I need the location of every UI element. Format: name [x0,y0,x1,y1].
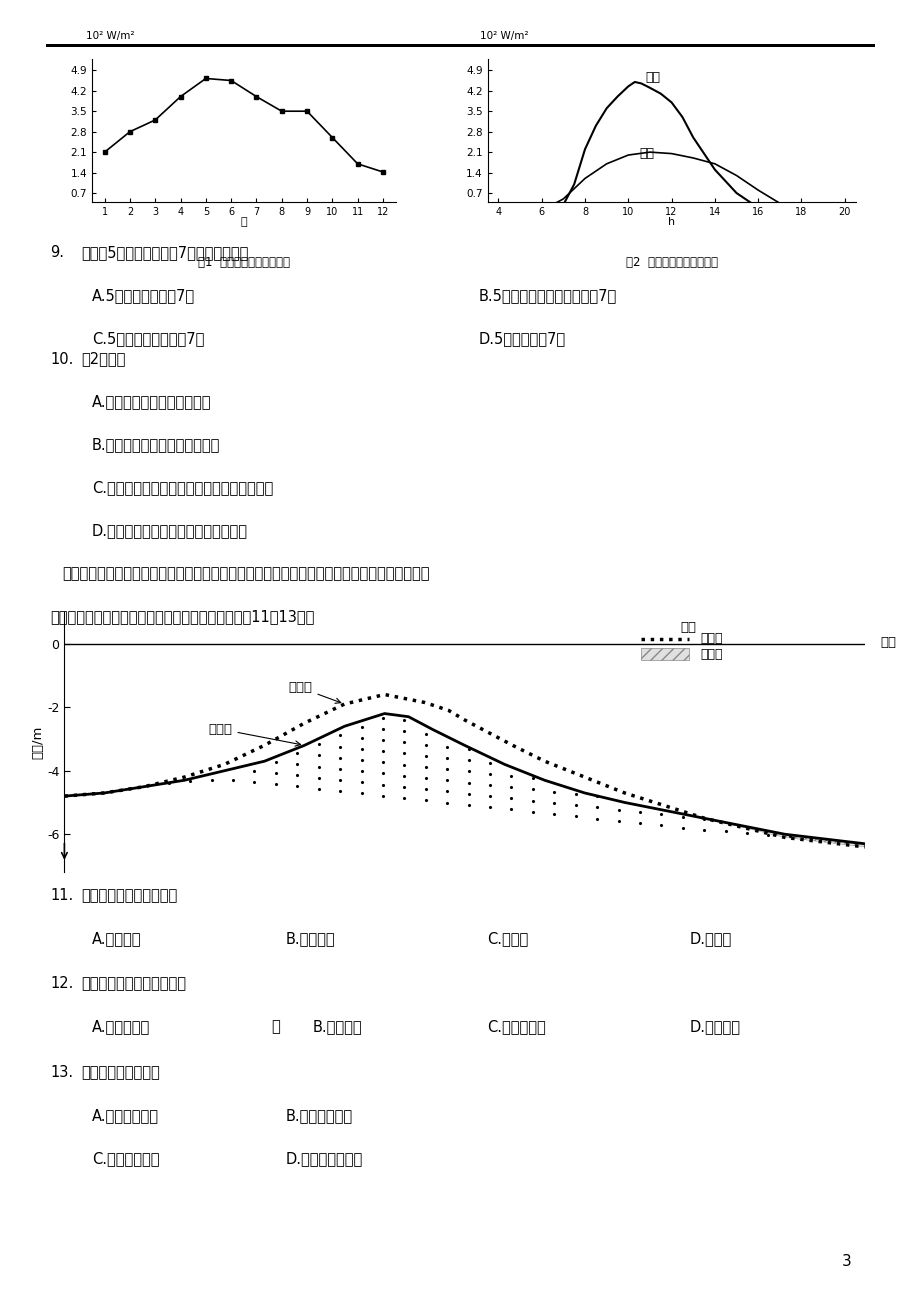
X-axis label: h: h [667,216,675,227]
Text: 由甲时期到乙时期，拦门沙: 由甲时期到乙时期，拦门沙 [81,976,186,992]
Text: C.5月气温日变化大于7月: C.5月气温日变化大于7月 [92,331,204,346]
Text: 图1  北京直接辐射的年变化: 图1 北京直接辐射的年变化 [198,256,289,270]
Text: B.高度降低: B.高度降低 [312,1019,362,1035]
Text: 10² W/m²: 10² W/m² [480,31,528,42]
Text: 9.: 9. [51,245,64,260]
Text: 细泥沙: 细泥沙 [700,647,722,660]
Text: 10.: 10. [51,352,74,367]
Text: 11.: 11. [51,888,74,904]
Text: A.5月太阳高度大于7月: A.5月太阳高度大于7月 [92,288,195,303]
Text: C.盐度高: C.盐度高 [487,931,528,947]
Text: 粗泥沙: 粗泥沙 [700,633,722,646]
Text: A.太阳总辐射量阴天大于晴天: A.太阳总辐射量阴天大于晴天 [92,395,211,410]
Text: 与乙相比，甲时期河口区: 与乙相比，甲时期河口区 [81,888,177,904]
Text: A.向外海推移: A.向外海推移 [92,1019,150,1035]
Text: D.水位低: D.水位低 [689,931,732,947]
Text: B.5月大气的散射辐射量小于7月: B.5月大气的散射辐射量小于7月 [478,288,616,303]
Text: D.不利于滞沙排洪: D.不利于滞沙排洪 [285,1151,362,1167]
Bar [640,648,688,660]
Text: B.阴天时太阳高度角的日变化大: B.阴天时太阳高度角的日变化大 [92,437,221,453]
Text: B.增强航行安全: B.增强航行安全 [285,1108,352,1124]
Text: A.径流量大: A.径流量大 [92,931,142,947]
Text: C.外坡受侵蚀: C.外坡受侵蚀 [487,1019,546,1035]
Text: 图例: 图例 [680,621,696,634]
Text: 图2  重庆散射辐射的日变化: 图2 重庆散射辐射的日变化 [625,256,717,270]
Text: 乙时期: 乙时期 [289,681,340,703]
Text: D.太阳高度角越小，质点散射作用越弱: D.太阳高度角越小，质点散射作用越弱 [92,523,248,539]
X-axis label: 月: 月 [240,216,247,227]
Text: 阴天: 阴天 [645,70,660,83]
Text: A.利于海水自净: A.利于海水自净 [92,1108,159,1124]
Text: C.阻碑鱼类洄游: C.阻碑鱼类洄游 [92,1151,159,1167]
Text: D.体积增大: D.体积增大 [689,1019,740,1035]
Text: 图2反映出: 图2反映出 [81,352,125,367]
Text: C.大气散射作用的强弱完全取决于质点的多少: C.大气散射作用的强弱完全取决于质点的多少 [92,480,273,496]
Text: 甲时期: 甲时期 [209,723,301,746]
Text: 拦门沙产生的影响有: 拦门沙产生的影响有 [81,1065,160,1081]
Text: 10² W/m²: 10² W/m² [85,31,134,42]
Text: B.来沙量少: B.来沙量少 [285,931,335,947]
Text: 北京厂5月直接辐射大于7月，主要是因为: 北京厂5月直接辐射大于7月，主要是因为 [81,245,248,260]
Text: 12.: 12. [51,976,74,992]
Text: D.5月白昼长于7月: D.5月白昼长于7月 [478,331,565,346]
Text: 。: 。 [271,1019,280,1035]
Text: 3: 3 [841,1254,850,1269]
Text: 晴天: 晴天 [639,147,653,160]
Text: 口区拦门沙甲、乙两时期位置变动示意图。据此回等11～13题。: 口区拦门沙甲、乙两时期位置变动示意图。据此回等11～13题。 [51,609,314,625]
Y-axis label: 水深/m: 水深/m [31,725,44,759]
Text: 13.: 13. [51,1065,74,1081]
Text: 拦门沙是位于河口区的泥沙堆积体（沙坥），受径流与海洋共同作用形成。下图为我国华南某河: 拦门沙是位于河口区的泥沙堆积体（沙坥），受径流与海洋共同作用形成。下图为我国华南… [62,566,429,582]
Text: 外海: 外海 [879,635,896,648]
